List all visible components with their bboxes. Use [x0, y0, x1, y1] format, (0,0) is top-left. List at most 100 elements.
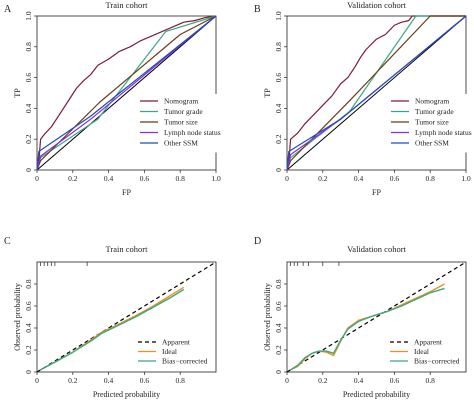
series-line-lymph-node-status	[36, 15, 217, 171]
x-tick-label: 0.2	[68, 174, 78, 183]
x-tick-label: 0.2	[68, 376, 78, 385]
legend-label: Nomogram	[415, 97, 449, 106]
y-tick-label: 0.6	[24, 301, 33, 311]
series-line-apparent	[286, 261, 467, 373]
legend-label: Tumor grade	[415, 107, 454, 116]
panel-a: A Train cohort 0 0.2 0.4 0.6 0.8 1.0 0 0.2 0.4 0.6 0…	[4, 0, 229, 197]
x-axis-title: Predicted probability	[93, 390, 160, 399]
chart-title: Train cohort	[106, 0, 149, 10]
x-tick-label: 0	[285, 376, 289, 385]
y-tick-label: 1.0	[274, 11, 283, 21]
series-line-bias-corrected	[40, 288, 185, 371]
reference-line	[36, 15, 217, 171]
panel-d: D Validation cohort 0 0.2 0.4 0.6 0.8 0 0.2 0.4 0.…	[254, 236, 467, 399]
y-tick-label: 0.8	[24, 42, 33, 52]
series-line-other-ssm	[286, 15, 467, 171]
y-tick-label: 0.4	[24, 323, 33, 333]
panel-c: C Train cohort 0 0.2 0.4 0.6 0.8 0 0.2 0.4 0.6 0.8 P…	[4, 236, 217, 399]
series-line-apparent	[36, 261, 217, 373]
x-tick-label: 0.4	[104, 174, 114, 183]
legend-label: Ideal	[414, 347, 429, 356]
x-tick-label: 0.8	[426, 376, 436, 385]
panel-label: A	[4, 4, 12, 15]
x-tick-label: 0.6	[140, 376, 150, 385]
x-tick-label: 0.2	[318, 174, 328, 183]
x-tick-label: 0.8	[176, 376, 186, 385]
y-tick-label: 0.6	[24, 73, 33, 83]
plot-frame	[286, 15, 467, 171]
y-axis-title: Observed probability	[263, 283, 272, 351]
y-tick-label: 0.4	[24, 103, 33, 113]
x-axis-title: FP	[372, 188, 381, 197]
legend-label: Lymph node status	[164, 128, 221, 137]
y-tick-label: 0	[24, 370, 33, 374]
y-tick-label: 0.4	[274, 103, 283, 113]
legend-label: Other SSM	[415, 139, 449, 148]
legend-label: Apparent	[414, 338, 443, 347]
y-tick-label: 0.8	[274, 42, 283, 52]
y-tick-label: 0	[274, 168, 283, 172]
legend-label: Tumor size	[164, 118, 198, 127]
y-tick-label: 0.8	[274, 279, 283, 289]
x-axis-title: FP	[122, 188, 131, 197]
series-line-other-ssm	[36, 15, 217, 171]
y-tick-label: 0	[274, 370, 283, 374]
x-tick-label: 0.4	[104, 376, 114, 385]
plot-frame	[36, 261, 217, 373]
y-tick-label: 0.4	[274, 323, 283, 333]
x-axis-title: Predicted probability	[343, 390, 410, 399]
legend-label: Tumor size	[415, 118, 449, 127]
x-tick-label: 0.8	[176, 174, 186, 183]
x-tick-label: 0	[35, 174, 39, 183]
panel-label: D	[254, 236, 261, 247]
chart-title: Train cohort	[106, 244, 149, 254]
x-tick-label: 0.2	[318, 376, 328, 385]
y-axis-title: TP	[13, 88, 22, 98]
x-tick-label: 0.4	[354, 376, 364, 385]
y-tick-label: 0.2	[274, 134, 283, 144]
x-tick-label: 0.4	[354, 174, 364, 183]
legend-label: Bias−corrected	[162, 357, 208, 366]
chart-title: Validation cohort	[347, 244, 406, 254]
reference-line	[286, 15, 467, 171]
series-line-nomogram	[36, 15, 217, 171]
plot-frame	[286, 261, 467, 373]
panel-b: B Validation cohort 0 0.2 0.4 0.6 0.8 1.0 0 0.2 0.…	[254, 0, 474, 197]
x-tick-label: 0.6	[140, 174, 150, 183]
series-line-tumor-size	[36, 15, 217, 171]
y-tick-label: 0.2	[24, 345, 33, 355]
y-axis-title: Observed probability	[13, 283, 22, 351]
legend-label: Lymph node status	[415, 128, 472, 137]
series-line-tumor-size	[286, 15, 466, 171]
legend-label: Ideal	[162, 347, 177, 356]
legend-label: Tumor grade	[164, 107, 203, 116]
legend-label: Bias−corrected	[414, 357, 460, 366]
chart-title: Validation cohort	[347, 0, 406, 10]
x-tick-label: 1.0	[211, 174, 221, 183]
panel-label: B	[254, 4, 261, 15]
y-tick-label: 0.6	[274, 73, 283, 83]
legend-label: Nomogram	[164, 97, 198, 106]
x-tick-label: 0	[35, 376, 39, 385]
series-line-bias-corrected	[290, 287, 445, 371]
x-tick-label: 0.6	[390, 174, 400, 183]
x-tick-label: 0	[285, 174, 289, 183]
y-tick-label: 0	[24, 168, 33, 172]
y-tick-label: 0.6	[274, 301, 283, 311]
y-axis-title: TP	[263, 88, 272, 98]
legend-label: Apparent	[162, 338, 191, 347]
y-tick-label: 1.0	[24, 11, 33, 21]
y-tick-label: 0.2	[24, 134, 33, 144]
plot-frame	[36, 15, 217, 171]
x-tick-label: 0.8	[426, 174, 436, 183]
y-tick-label: 0.8	[24, 279, 33, 289]
x-tick-label: 0.6	[390, 376, 400, 385]
y-tick-label: 0.2	[274, 345, 283, 355]
panel-label: C	[4, 236, 11, 247]
x-tick-label: 1.0	[461, 174, 471, 183]
